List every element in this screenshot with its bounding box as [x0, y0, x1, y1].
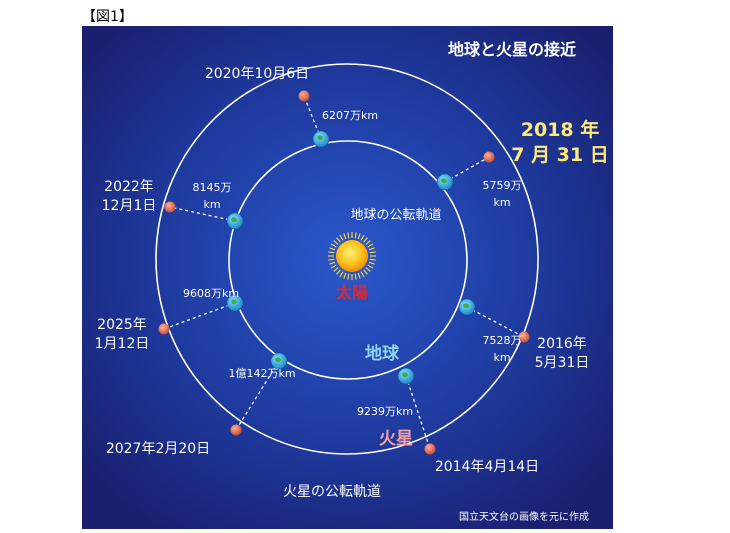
approach-date-label: 2016年	[537, 336, 587, 352]
figure-label: 【図1】	[82, 9, 133, 25]
earth-continent	[441, 178, 447, 184]
earth-continent	[231, 299, 237, 305]
approach-distance-label: km	[203, 198, 220, 211]
mars-planet-icon	[164, 201, 176, 213]
mars-planet-icon	[518, 331, 530, 343]
distance-line	[169, 206, 236, 222]
earth-continent	[275, 357, 281, 363]
sun-label: 太陽	[335, 283, 368, 302]
earth-continent	[317, 135, 323, 141]
approach-distance-label: 1億142万km	[228, 367, 295, 380]
approach-distance-label: 6207万km	[322, 109, 378, 122]
approach-distance-label: 9239万km	[357, 405, 413, 418]
approach-date-label: 12月1日	[102, 198, 157, 214]
approach-distance-label: km	[493, 351, 510, 364]
approach-date-label: 5月31日	[535, 355, 590, 371]
orbit-diagram: 地球と火星の接近 2018 年 7 月 31 日 地球の公転軌道 太陽 地球 火…	[82, 26, 613, 529]
earth-label: 地球	[365, 343, 400, 364]
earth-orbit-label: 地球の公転軌道	[350, 207, 441, 223]
approach-distance-label: 7528万	[483, 334, 522, 347]
approach-distance-label: 5759万	[483, 179, 522, 192]
approach-date-label: 2014年4月14日	[435, 459, 539, 475]
highlight-line-1: 2018 年	[521, 118, 600, 141]
mars-planet-icon	[483, 151, 495, 163]
mars-planet-icon	[424, 443, 436, 455]
mars-orbit-label: 火星の公転軌道	[283, 484, 381, 500]
approach-date-label: 2020年10月6日	[205, 66, 309, 82]
earth-continent	[463, 303, 469, 309]
distance-line	[466, 306, 525, 338]
approach-date-label: 2025年	[97, 317, 147, 333]
distance-line	[444, 156, 490, 183]
approach-distance-label: km	[493, 196, 510, 209]
mars-orbit	[155, 63, 539, 455]
earth-orbit	[228, 140, 468, 380]
approach-distance-label: 8145万	[193, 181, 232, 194]
mars-label: 火星	[379, 429, 413, 449]
diagram-title: 地球と火星の接近	[448, 40, 576, 59]
credit-text: 国立天文台の画像を元に作成	[459, 510, 589, 523]
mars-planet-icon	[158, 323, 170, 335]
highlight-line-2: 7 月 31 日	[511, 144, 609, 166]
distance-line	[235, 360, 280, 431]
mars-planet-icon	[230, 424, 242, 436]
earth-continent	[402, 372, 408, 378]
sun-icon	[328, 232, 376, 280]
approach-distance-label: 9608万km	[183, 287, 239, 300]
approach-date-label: 2027年2月20日	[106, 441, 210, 457]
earth-continent	[231, 217, 237, 223]
distance-line	[405, 375, 431, 450]
distance-line	[163, 302, 236, 330]
approach-date-label: 2022年	[104, 179, 154, 195]
mars-planet-icon	[298, 90, 310, 102]
panel-background	[82, 26, 613, 529]
approach-date-label: 1月12日	[95, 336, 150, 352]
